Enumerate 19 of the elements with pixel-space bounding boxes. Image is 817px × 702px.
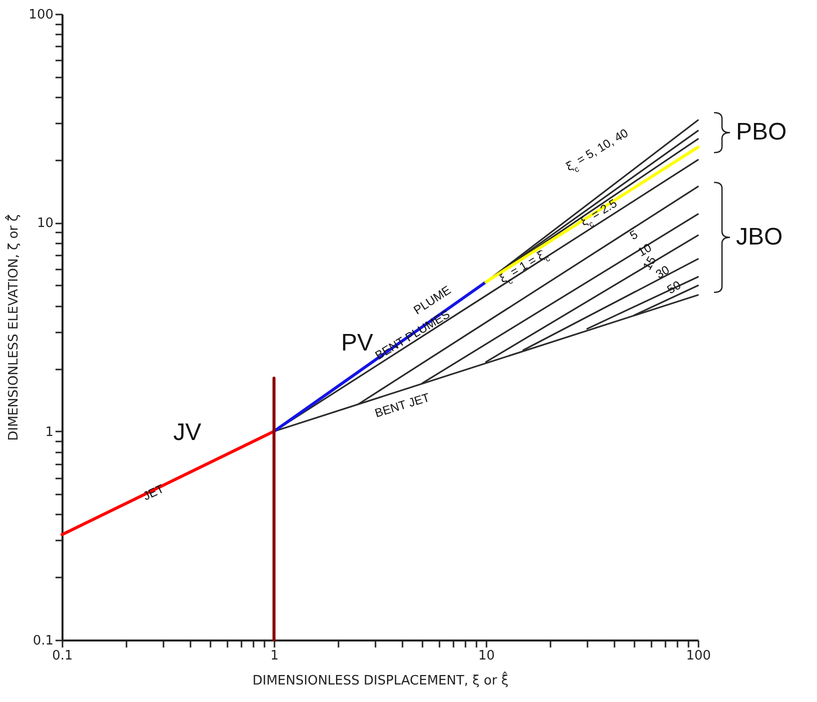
y-tick-label: 100	[28, 8, 54, 22]
annotation: PBO	[736, 118, 787, 146]
y-tick-label: 10	[36, 216, 54, 232]
x-tick-label: 1	[270, 648, 279, 664]
annotation: ξ$_{c}$ = 2.5	[578, 196, 620, 230]
x-tick-label: 0.1	[52, 648, 73, 664]
annotation: BENT JET	[373, 390, 432, 420]
y-axis-title: DIMENSIONLESS ELEVATION, ζ or ζ̂	[4, 214, 22, 441]
y-tick-label: 1	[45, 424, 54, 440]
annotation: JBO	[736, 223, 783, 250]
annotation: JET	[140, 481, 167, 504]
annotation: JV	[173, 418, 202, 446]
annotation: ξ̂$_{c}$ = 5, 10, 40	[563, 126, 631, 175]
annotation: 5	[627, 227, 640, 243]
x-axis-title: DIMENSIONLESS DISPLACEMENT, ξ or ξ̂	[252, 671, 508, 688]
y-tick-label: 0.1	[32, 634, 54, 648]
x-tick-label: 10	[478, 648, 495, 664]
annotation: PV	[341, 329, 374, 356]
x-tick-label: 100	[686, 648, 711, 664]
